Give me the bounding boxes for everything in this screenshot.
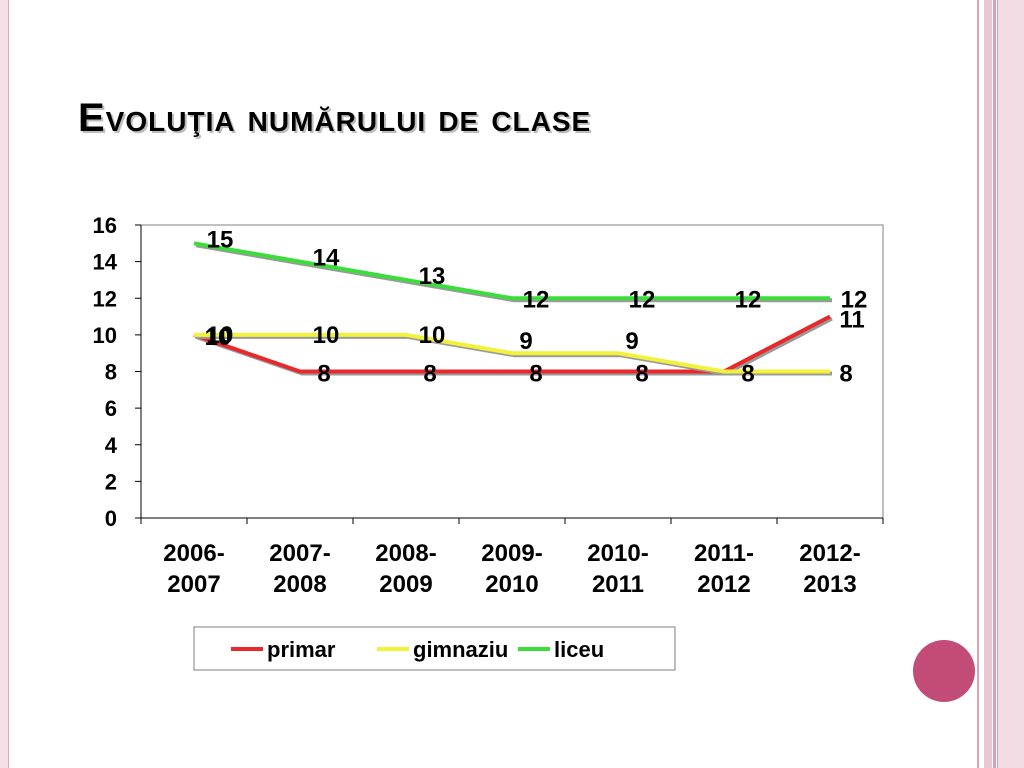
x-tick-label: 2006- (163, 540, 224, 567)
data-label-liceu: 15 (207, 226, 234, 253)
chart-series-lines (193, 241, 833, 376)
data-label-gimnaziu: 9 (625, 328, 638, 355)
data-label-primar: 11 (839, 307, 864, 334)
x-tick-label: 2007 (167, 571, 220, 598)
right-decorative-stripe (997, 0, 1024, 768)
x-tick-label: 2012 (697, 571, 750, 598)
data-label-liceu: 12 (523, 286, 550, 313)
data-label-liceu: 12 (629, 286, 656, 313)
data-label-liceu: 12 (841, 286, 868, 313)
data-label-primar: 8 (635, 361, 648, 388)
x-tick-label: 2011- (694, 540, 754, 567)
data-label-primar: 8 (529, 361, 542, 388)
x-tick-label: 2013 (803, 571, 856, 598)
x-tick-label: 2008 (273, 571, 326, 598)
x-tick-label: 2010 (485, 571, 538, 598)
x-tick-label: 2008- (375, 540, 436, 567)
data-label-liceu: 12 (735, 286, 762, 313)
slide-title: Evoluţia numărului de clase (78, 96, 592, 140)
data-label-primar: 8 (741, 361, 754, 388)
right-decorative-stripe (977, 0, 979, 768)
chart-legend: primar gimnaziu liceu (193, 626, 676, 671)
x-tick-label: 2007- (269, 540, 330, 567)
series-line-gimnaziu (194, 332, 830, 374)
data-label-gimnaziu: 8 (839, 361, 852, 388)
data-label-liceu: 14 (313, 245, 340, 272)
data-label-primar: 8 (423, 361, 436, 388)
x-tick-label: 2011 (592, 571, 644, 598)
data-label-gimnaziu: 10 (207, 322, 234, 349)
y-tick-label: 2 (105, 469, 117, 494)
right-decorative-stripe (993, 0, 996, 768)
data-label-primar: 10 (205, 324, 232, 351)
data-label-gimnaziu: 9 (519, 328, 532, 355)
legend-label-gimnaziu: gimnaziu (413, 637, 508, 662)
x-tick-label: 2012- (799, 540, 860, 567)
y-tick-label: 0 (105, 506, 117, 531)
y-tick-label: 12 (93, 286, 117, 311)
series-line-liceu (193, 241, 830, 301)
chart-tick-labels: 0 2 4 6 8 10 12 14 16 2006- 2007 2007- 2008 2008- 2009… (93, 213, 861, 598)
x-tick-label: 2009 (379, 571, 432, 598)
legend-box (193, 626, 676, 671)
left-decorative-border (0, 0, 9, 768)
x-tick-label: 2009- (481, 540, 542, 567)
y-tick-label: 8 (105, 360, 117, 385)
data-label-gimnaziu: 10 (419, 322, 446, 349)
data-label-primar: 8 (317, 361, 330, 388)
y-tick-label: 4 (105, 433, 118, 458)
legend-label-primar: primar (267, 637, 336, 662)
y-tick-label: 10 (93, 323, 117, 348)
data-label-gimnaziu: 10 (313, 322, 340, 349)
data-label-liceu: 13 (419, 263, 446, 290)
y-tick-label: 14 (93, 250, 118, 275)
y-tick-label: 16 (93, 213, 117, 238)
right-decorative-stripe (984, 0, 992, 768)
x-tick-label: 2010- (587, 540, 648, 567)
legend-label-liceu: liceu (554, 637, 604, 662)
y-tick-label: 6 (105, 396, 117, 421)
decorative-circle (913, 640, 975, 702)
